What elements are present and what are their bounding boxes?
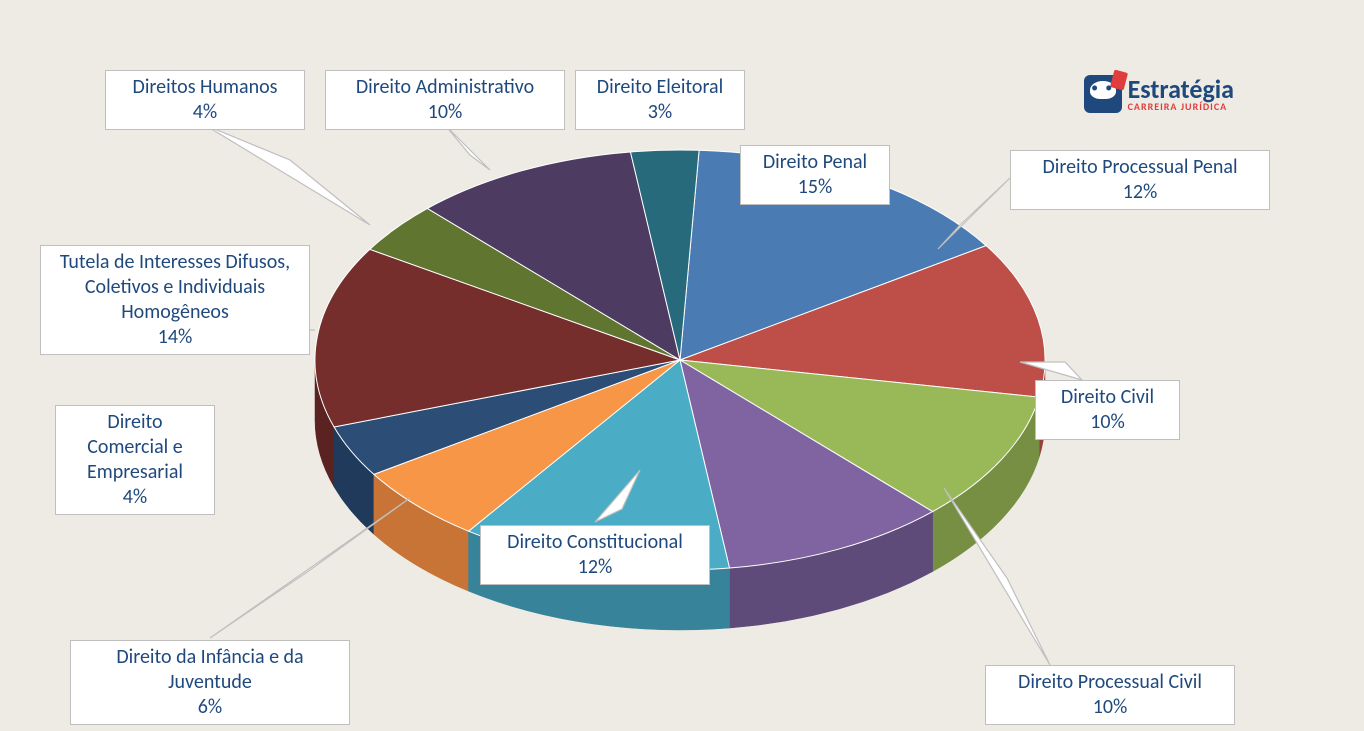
- slice-label: Direito Administrativo10%: [325, 70, 565, 130]
- slice-label: Direito da Infância e da Juventude6%: [70, 640, 350, 725]
- slice-label: Direitos Humanos4%: [105, 70, 305, 130]
- logo-sub-text: CARREIRA JURÍDICA: [1128, 102, 1234, 112]
- slice-label: Direito Constitucional12%: [480, 525, 710, 585]
- owl-icon: [1084, 75, 1122, 113]
- slice-label: Direito Civil10%: [1035, 380, 1180, 440]
- slice-label: Direito Comercial e Empresarial4%: [55, 405, 215, 515]
- slice-label: Tutela de Interesses Difusos, Coletivos …: [40, 245, 310, 355]
- logo-text: Estratégia CARREIRA JURÍDICA: [1128, 76, 1234, 112]
- logo-main-text: Estratégia: [1128, 76, 1234, 102]
- brand-logo: Estratégia CARREIRA JURÍDICA: [1084, 75, 1234, 113]
- slice-label: Direito Eleitoral3%: [575, 70, 745, 130]
- slice-label: Direito Processual Civil10%: [985, 665, 1235, 725]
- slice-label: Direito Processual Penal12%: [1010, 150, 1270, 210]
- slice-label: Direito Penal15%: [740, 145, 890, 205]
